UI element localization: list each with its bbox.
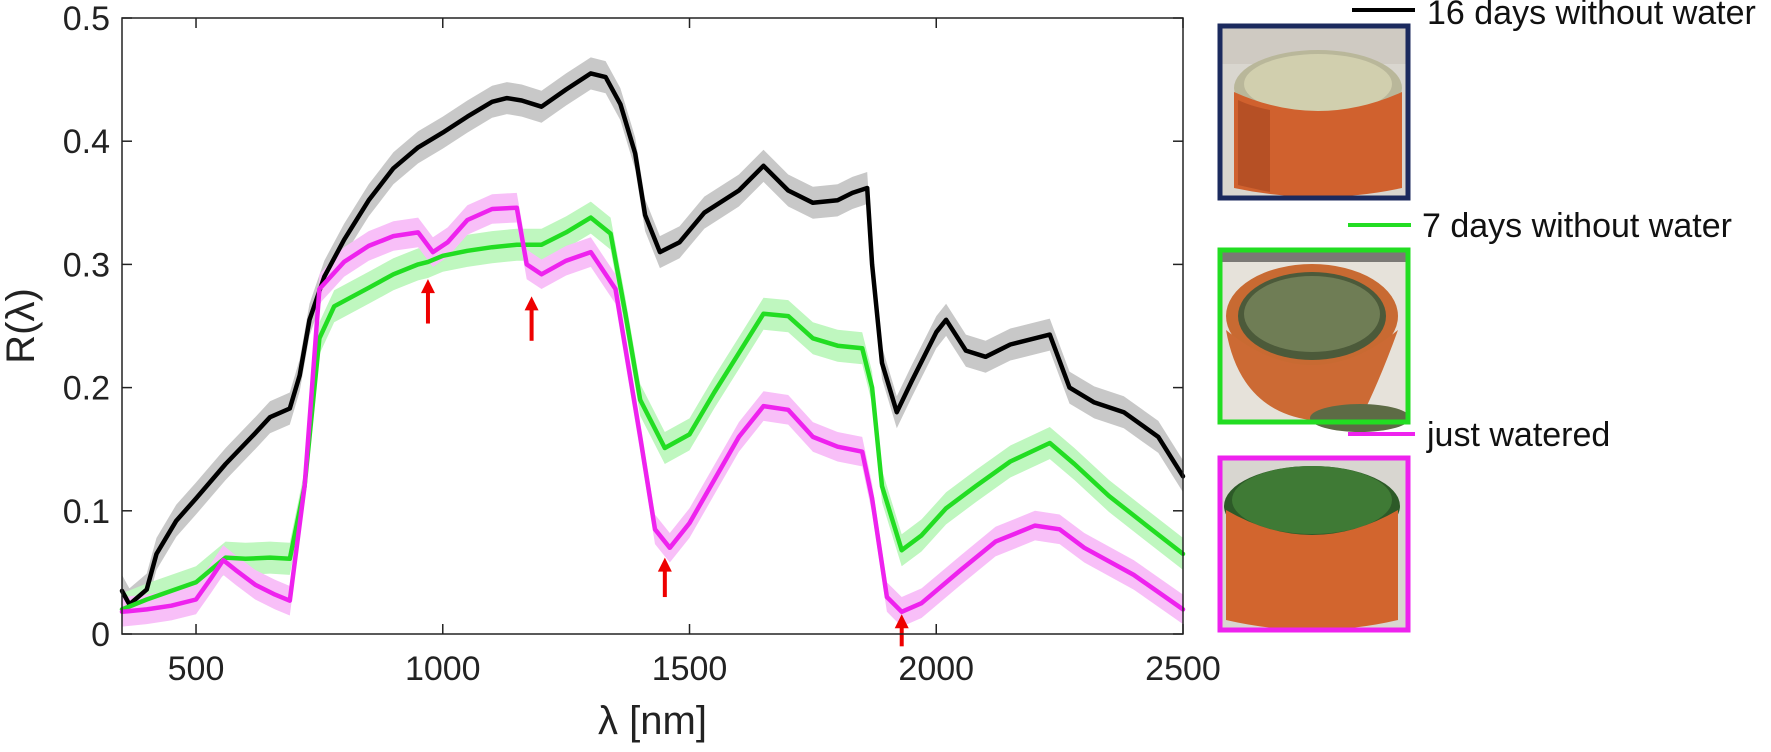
legend: 16 days without water 7 days without wat… [1348,0,1756,454]
legend-label-7-days: 7 days without water [1422,207,1732,245]
series-lines [119,71,1186,615]
confidence-bands [122,57,1183,627]
x-axis-ticks: 500 1000 1500 2000 2500 [168,18,1221,688]
y-tick-label: 0.2 [63,370,110,408]
y-tick-label: 0.1 [63,493,110,531]
legend-label-just-watered: just watered [1426,416,1610,454]
line-series-2 [119,205,1186,615]
y-tick-label: 0.4 [63,123,110,161]
band-series-1 [122,201,1183,626]
legend-label-16-days: 16 days without water [1427,0,1756,32]
x-tick-label: 500 [168,650,225,688]
plot-frame [121,17,1184,635]
y-axis-label: R(λ) [0,288,43,364]
photo-drying-grass-pot [1217,247,1411,432]
arrow-head-1 [524,296,539,311]
photo-green-grass-pot [1217,455,1411,633]
line-series-1 [119,215,1186,612]
x-tick-label: 1000 [405,650,481,688]
band-series-0 [122,57,1183,621]
y-tick-label: 0 [91,616,110,654]
x-tick-label: 2000 [898,650,974,688]
y-axis-ticks: 0 0.1 0.2 0.3 0.4 0.5 [63,0,1183,654]
x-tick-label: 1500 [652,650,728,688]
line-series-0 [119,71,1186,607]
y-tick-label: 0.5 [63,0,110,38]
arrow-head-0 [420,279,435,294]
arrow-head-2 [657,557,672,572]
photo-dry-grass-pot [1217,23,1411,201]
x-axis-label: λ [nm] [598,699,707,743]
annotation-arrows [420,279,909,647]
x-tick-label: 2500 [1145,650,1221,688]
y-tick-label: 0.3 [63,246,110,284]
arrow-head-3 [894,614,909,629]
